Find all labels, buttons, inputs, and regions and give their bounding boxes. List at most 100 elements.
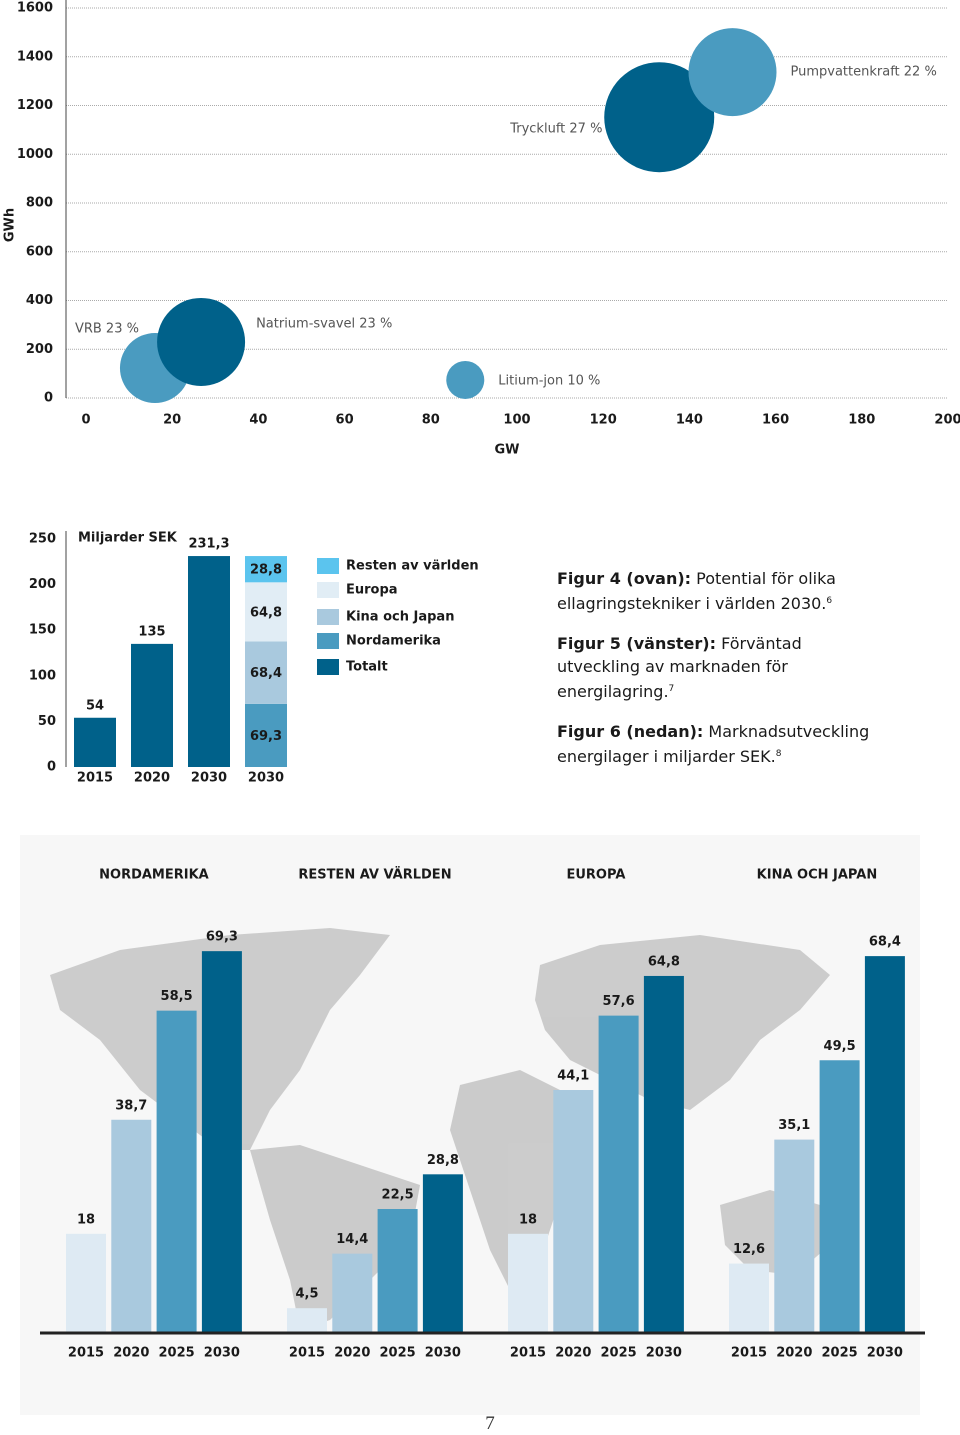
- value-label: 14,4: [336, 1232, 368, 1247]
- bar-segment: [245, 703, 287, 767]
- x-tick-label: 2030: [425, 1346, 461, 1361]
- x-tick-label: 2015: [77, 771, 113, 786]
- legend-label: Resten av världen: [346, 559, 479, 574]
- y-tick-label: 600: [26, 244, 53, 259]
- value-label: 28,8: [427, 1153, 459, 1168]
- x-tick-label: 200: [934, 413, 960, 428]
- x-tick-label: 180: [848, 413, 875, 428]
- value-label: 69,3: [206, 930, 238, 945]
- caption-text: Potential för olika ellagringstekniker i…: [557, 569, 836, 613]
- x-tick-label: 2030: [191, 771, 227, 786]
- bar: [598, 1015, 639, 1333]
- legend-swatch: [317, 582, 339, 598]
- caption-text: Förväntad utveckling av marknaden för en…: [557, 634, 802, 701]
- value-label: 38,7: [115, 1098, 147, 1113]
- value-label: 28,8: [250, 563, 282, 578]
- value-label: 231,3: [188, 537, 229, 552]
- x-tick-label: 0: [81, 413, 90, 428]
- y-tick-label: 200: [26, 342, 53, 357]
- y-tick-label: 200: [29, 577, 56, 592]
- bar: [377, 1209, 418, 1333]
- legend-swatch: [317, 659, 339, 675]
- bar: [422, 1174, 463, 1333]
- y-tick-label: 150: [29, 623, 56, 638]
- bar: [508, 1233, 548, 1333]
- legend-label: Nordamerika: [346, 634, 441, 649]
- bar: [111, 1119, 152, 1333]
- x-tick-label: 60: [336, 413, 354, 428]
- x-tick-label: 2015: [510, 1346, 546, 1361]
- x-tick-label: 140: [676, 413, 703, 428]
- caption: Figur 6 (nedan): Marknadsutveckling ener…: [557, 720, 877, 768]
- bubble-label: Natrium-svavel 23 %: [256, 316, 392, 331]
- legend-label: Totalt: [346, 660, 388, 675]
- value-label: 18: [77, 1212, 95, 1227]
- y-tick-label: 50: [38, 714, 56, 729]
- group-title: RESTEN AV VÄRLDEN: [298, 867, 451, 883]
- bar-segment: [245, 641, 287, 704]
- x-axis-label: GW: [494, 443, 519, 458]
- y-tick-label: 0: [47, 760, 56, 775]
- value-label: 57,6: [603, 994, 635, 1009]
- y-axis-label: GWh: [3, 208, 18, 242]
- y-tick-label: 800: [26, 196, 53, 211]
- y-tick-label: 1000: [17, 147, 53, 162]
- x-tick-label: 2020: [334, 1346, 370, 1361]
- bubble-label: VRB 23 %: [75, 322, 139, 337]
- bar-segment: [131, 643, 173, 767]
- bar: [287, 1308, 327, 1333]
- x-tick-label: 2025: [380, 1346, 416, 1361]
- y-tick-label: 1200: [17, 98, 53, 113]
- value-label: 49,5: [824, 1039, 856, 1054]
- legend-label: Europa: [346, 583, 398, 598]
- bar-segment: [245, 582, 287, 642]
- x-tick-label: 2015: [68, 1346, 104, 1361]
- value-label: 68,4: [250, 666, 282, 681]
- caption-label: Figur 5 (vänster):: [557, 634, 716, 653]
- value-label: 18: [519, 1212, 537, 1227]
- x-tick-label: 2015: [731, 1346, 767, 1361]
- bubble: [604, 62, 715, 173]
- value-label: 4,5: [295, 1287, 318, 1302]
- y-tick-label: 100: [29, 668, 56, 683]
- legend-swatch: [317, 558, 339, 574]
- bubble: [157, 297, 246, 386]
- value-label: 69,3: [250, 729, 282, 744]
- footnote-ref: 7: [668, 684, 675, 694]
- bar: [774, 1139, 815, 1333]
- captions: Figur 4 (ovan): Potential för olika ella…: [557, 567, 877, 785]
- x-tick-label: 2020: [555, 1346, 591, 1361]
- bar: [729, 1263, 769, 1333]
- group-title: NORDAMERIKA: [99, 868, 209, 883]
- bubble-label: Pumpvattenkraft 22 %: [791, 65, 937, 80]
- x-tick-label: 2025: [822, 1346, 858, 1361]
- bar-segment: [245, 556, 287, 583]
- caption-text: Marknadsutveckling energilager i miljard…: [557, 722, 870, 766]
- value-label: 22,5: [382, 1188, 414, 1203]
- bubble-label: Litium-jon 10 %: [498, 373, 600, 388]
- x-tick-label: 100: [503, 413, 530, 428]
- value-label: 35,1: [778, 1118, 810, 1133]
- value-label: 54: [86, 698, 104, 713]
- value-label: 68,4: [869, 935, 901, 950]
- legend-label: Kina och Japan: [346, 610, 454, 625]
- x-tick-label: 2020: [134, 771, 170, 786]
- x-tick-label: 120: [590, 413, 617, 428]
- value-label: 12,6: [733, 1242, 765, 1257]
- x-tick-label: 2030: [646, 1346, 682, 1361]
- x-tick-label: 160: [762, 413, 789, 428]
- y-tick-label: 250: [29, 532, 56, 547]
- bubble-label: Tryckluft 27 %: [509, 122, 602, 137]
- value-label: 135: [138, 624, 165, 639]
- group-title: KINA OCH JAPAN: [757, 868, 878, 883]
- value-label: 58,5: [161, 989, 193, 1004]
- x-tick-label: 2030: [204, 1346, 240, 1361]
- x-tick-label: 2025: [159, 1346, 195, 1361]
- caption: Figur 5 (vänster): Förväntad utveckling …: [557, 632, 877, 703]
- x-tick-label: 2025: [601, 1346, 637, 1361]
- bar: [864, 956, 905, 1333]
- bar: [643, 975, 684, 1333]
- legend-swatch: [317, 633, 339, 649]
